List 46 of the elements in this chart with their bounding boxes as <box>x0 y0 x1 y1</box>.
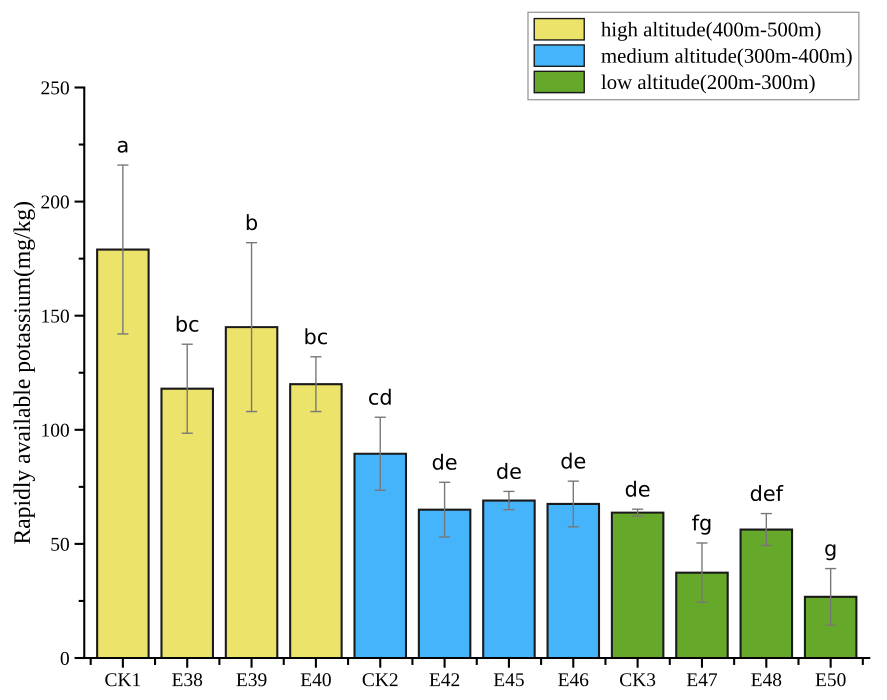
bar <box>289 383 343 658</box>
legend-label: low altitude(200m-300m) <box>601 74 815 94</box>
y-tick-label: 50 <box>51 538 69 551</box>
bar <box>353 452 408 658</box>
legend-label: medium altitude(300m-400m) <box>601 48 852 68</box>
x-tick-label: E46 <box>558 673 588 686</box>
bar <box>740 528 794 658</box>
annotation: bc <box>176 316 198 332</box>
annotation: de <box>561 452 586 469</box>
legend-label: high altitude(400m-500m) <box>601 22 820 41</box>
bar <box>160 388 214 658</box>
annotation: de <box>432 454 456 470</box>
x-tick-label: CK1 <box>105 673 140 686</box>
bar <box>610 512 664 658</box>
x-tick-label: E38 <box>172 673 202 686</box>
x-tick-label: E40 <box>300 673 331 686</box>
bar <box>96 248 150 658</box>
x-tick-label: E42 <box>429 673 460 686</box>
y-tick-label: 200 <box>41 195 69 209</box>
y-tick-label: 150 <box>42 310 69 323</box>
y-tick-label: 250 <box>41 81 69 94</box>
annotation: def <box>750 485 784 502</box>
annotation: de <box>497 462 521 480</box>
bar <box>546 502 600 658</box>
y-axis-title: Rapidly available potassium(mg/kg) <box>13 202 35 544</box>
bar <box>224 326 278 658</box>
annotation: bc <box>305 328 327 344</box>
x-tick-label: E48 <box>751 673 782 686</box>
bar <box>482 499 536 658</box>
annotation: a <box>118 140 128 153</box>
annotation: b <box>246 214 258 230</box>
annotation: g <box>825 544 836 560</box>
bar <box>418 508 472 658</box>
x-tick-label: CK2 <box>362 673 398 686</box>
x-tick-label: CK3 <box>620 673 656 686</box>
annotation: de <box>626 480 650 497</box>
y-tick-label: 0 <box>60 652 69 665</box>
x-tick-label: E47 <box>686 673 718 686</box>
x-tick-label: E50 <box>816 673 846 686</box>
x-tick-label: E45 <box>494 673 524 686</box>
bar <box>804 596 858 658</box>
annotation: cd <box>369 388 391 405</box>
annotation: fg <box>692 514 710 535</box>
x-tick-label: E39 <box>236 673 266 686</box>
bar <box>675 572 729 658</box>
y-tick-label: 100 <box>42 424 69 437</box>
